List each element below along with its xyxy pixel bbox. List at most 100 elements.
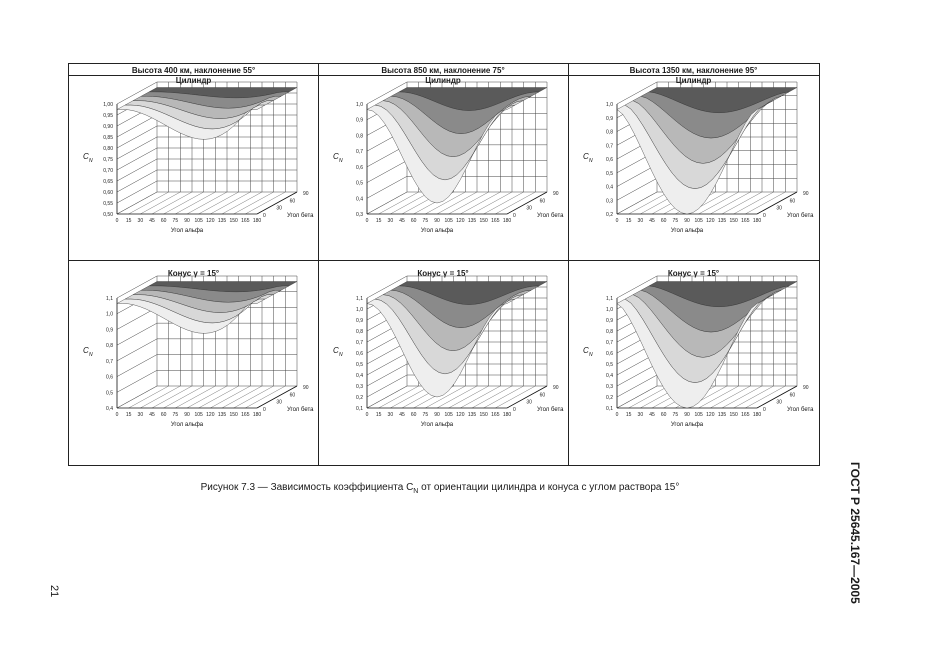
x-tick-label: 15 xyxy=(376,218,382,224)
grid-line xyxy=(366,275,408,299)
x-tick-label: 165 xyxy=(741,218,750,224)
grid-line xyxy=(616,385,658,409)
y-tick-label: 0,9 xyxy=(606,116,613,122)
grid-line xyxy=(471,191,513,215)
x-tick-label: 0 xyxy=(116,412,119,418)
z-tick-label: 30 xyxy=(276,206,282,212)
grid-line xyxy=(186,385,228,409)
x-tick-label: 105 xyxy=(444,218,453,224)
x-tick-label: 165 xyxy=(741,412,750,418)
x-tick-label: 45 xyxy=(399,218,405,224)
x-axis-label: Угол альфа xyxy=(671,422,704,428)
x-tick-label: 75 xyxy=(673,412,679,418)
grid-line xyxy=(390,385,431,409)
y-tick-label: 0,6 xyxy=(356,351,363,357)
x-tick-label: 120 xyxy=(206,412,215,418)
grid-line xyxy=(745,385,786,409)
x-tick-label: 165 xyxy=(241,412,250,418)
z-axis-label: Угол бета xyxy=(287,213,314,219)
y-tick-label: 0,9 xyxy=(106,327,113,333)
y-tick-label: 0,50 xyxy=(103,212,113,218)
column-header: Высота 1350 км, наклонение 95° xyxy=(629,66,758,75)
grid-line xyxy=(710,191,751,215)
surface-plot: 1,1 1,0 0,9 0,8 0,7 0,6 0,5 0,4 0 15 30 45 60 75 90 105… xyxy=(79,275,314,450)
z-axis-line xyxy=(756,385,798,409)
grid-line xyxy=(366,191,408,215)
plot-svg: 1,00,90,80,70,60,50,40,30,20 15 30 45 60 75 90… xyxy=(583,81,814,234)
row-title: Конус γ = 15° xyxy=(417,269,469,278)
x-tick-label: 60 xyxy=(411,412,417,418)
grid-line xyxy=(483,191,524,215)
z-tick-label: 30 xyxy=(776,206,782,212)
y-tick-label: 0,9 xyxy=(356,318,363,324)
grid-line xyxy=(366,363,408,387)
plot-axes xyxy=(116,275,298,409)
grid-line xyxy=(210,191,251,215)
figure-table: Высота 400 км, наклонение 55° Высота 850… xyxy=(68,63,820,466)
x-tick-label: 180 xyxy=(253,412,262,418)
x-tick-label: 45 xyxy=(149,412,155,418)
y-tick-label: 0,5 xyxy=(106,390,113,396)
grid-line xyxy=(163,191,204,215)
x-tick-label: 150 xyxy=(479,412,488,418)
y-tick-label: 0,3 xyxy=(356,384,363,390)
z-axis-line xyxy=(506,191,548,215)
z-tick-label: 60 xyxy=(290,392,296,398)
y-tick-label: 0,6 xyxy=(106,375,113,381)
grid-line xyxy=(436,191,478,215)
y-tick-label: 0,4 xyxy=(606,373,613,379)
x-tick-label: 60 xyxy=(161,218,167,224)
x-tick-label: 45 xyxy=(649,412,655,418)
x-axis-label: Угол альфа xyxy=(421,228,454,234)
grid-line xyxy=(116,114,158,138)
y-tick-label: 1,1 xyxy=(606,296,613,302)
grid-line xyxy=(116,147,158,171)
surface-band xyxy=(616,298,766,409)
grid-line xyxy=(198,385,239,409)
grid-line xyxy=(616,191,658,215)
z-tick-label: 0 xyxy=(513,213,516,219)
surface-band xyxy=(616,104,766,215)
y-tick-label: 0,85 xyxy=(103,135,113,141)
y-axis-label-sub: N xyxy=(89,352,93,358)
y-tick-label: 1,0 xyxy=(606,102,613,108)
grid-line xyxy=(128,191,169,215)
grid-line xyxy=(140,191,181,215)
grid-line xyxy=(175,191,216,215)
row-title: Конус γ = 15° xyxy=(167,269,220,278)
x-tick-label: 180 xyxy=(503,412,512,418)
y-tick-label: 0,60 xyxy=(103,190,113,196)
grid-line xyxy=(151,191,193,215)
caption-subscript: N xyxy=(413,488,419,495)
grid-line xyxy=(233,385,274,409)
y-tick-label: 0,7 xyxy=(606,340,613,346)
y-tick-label: 0,4 xyxy=(606,185,613,191)
x-tick-label: 105 xyxy=(444,412,453,418)
grid-line xyxy=(471,385,513,409)
y-axis-label: C xyxy=(333,346,339,355)
y-tick-label: 0,8 xyxy=(106,343,113,349)
y-tick-label: 0,8 xyxy=(606,130,613,136)
x-tick-label: 135 xyxy=(468,218,477,224)
x-tick-label: 90 xyxy=(434,218,440,224)
surface-band xyxy=(366,104,516,204)
plot-svg: 1,00,90,80,70,60,50,40,30 15 30 45 60 75 90 105… xyxy=(333,81,564,234)
z-axis-label: Угол бета xyxy=(787,213,814,219)
x-tick-label: 30 xyxy=(138,218,144,224)
x-tick-label: 180 xyxy=(753,412,762,418)
grid-line xyxy=(366,176,408,199)
grid-line xyxy=(116,275,158,299)
grid-line xyxy=(366,352,408,376)
z-tick-label: 60 xyxy=(540,392,546,398)
x-tick-label: 15 xyxy=(626,412,632,418)
x-tick-label: 0 xyxy=(366,412,369,418)
y-tick-label: 0,55 xyxy=(103,201,113,207)
x-tick-label: 135 xyxy=(218,412,227,418)
y-axis-label-sub: N xyxy=(339,158,343,164)
y-tick-label: 0,5 xyxy=(356,362,363,368)
z-tick-label: 90 xyxy=(553,191,559,197)
grid-line xyxy=(140,385,181,409)
y-tick-label: 0,90 xyxy=(103,124,113,130)
column-divider xyxy=(318,64,319,465)
y-tick-label: 0,3 xyxy=(606,384,613,390)
